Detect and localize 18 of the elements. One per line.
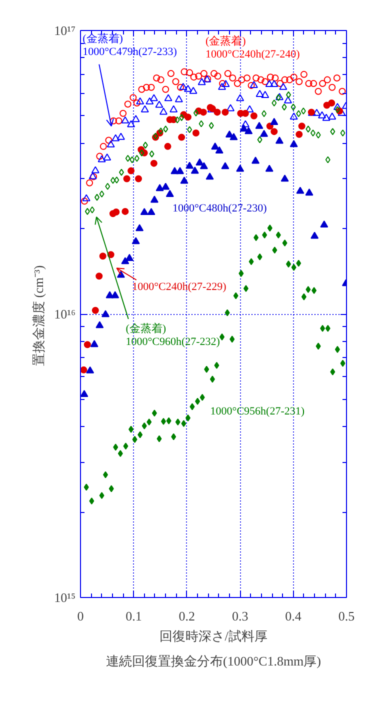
text: (金蒸着) 1000°C479h(27-233): [82, 32, 178, 58]
series-label: (金蒸着) 1000°C240h(27-240): [206, 34, 300, 61]
x-tick-label: 0.1: [126, 608, 142, 624]
x-tick-label: 0.2: [178, 608, 196, 624]
y-axis-title: 置換金濃度 (cm⁻³): [31, 265, 46, 366]
legend-label: 1000°C240h(27-229): [132, 280, 227, 293]
series-label: 1000°C956h(27-231): [210, 405, 305, 418]
y-tick-label: 10¹⁵: [54, 590, 76, 605]
y-tick-label: 10¹⁷: [54, 23, 76, 38]
x-tick-label: 0.4: [285, 608, 302, 624]
x-tick-label: 0: [77, 608, 84, 624]
x-axis-title: 回復時深さ/試料厚: [160, 628, 268, 644]
text: 連続回復置換金分布(1000°C1.8mm厚): [106, 654, 322, 668]
x-tick-label: 0.3: [232, 608, 248, 624]
y-tick-label: 10¹⁶: [54, 306, 76, 322]
series-label: 1000°C480h(27-230): [172, 202, 268, 215]
x-tick-label: 0.5: [338, 608, 355, 624]
text: (金蒸着) 1000°C960h(27-232): [126, 322, 220, 348]
